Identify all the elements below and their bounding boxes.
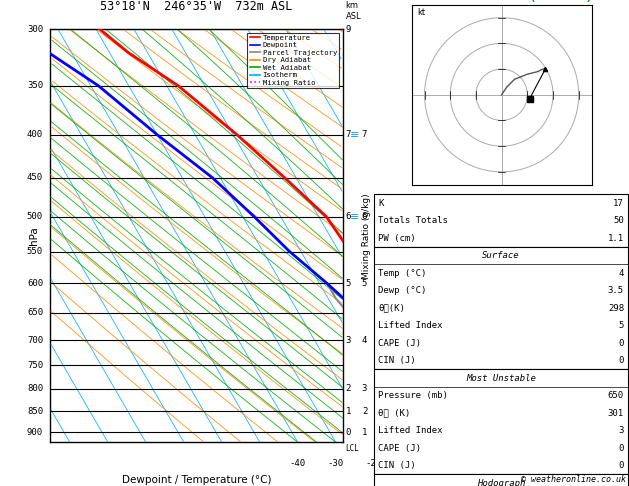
Text: 0: 0 (618, 461, 624, 470)
Text: 650: 650 (608, 391, 624, 400)
Text: 10: 10 (482, 459, 493, 468)
Text: 600: 600 (27, 279, 43, 288)
Text: 53°18'N  246°35'W  732m ASL: 53°18'N 246°35'W 732m ASL (101, 0, 292, 13)
Text: 300: 300 (27, 25, 43, 34)
Text: Mixing Ratio (g/kg): Mixing Ratio (g/kg) (362, 193, 371, 278)
Text: Lifted Index: Lifted Index (378, 321, 443, 330)
Text: 5: 5 (362, 279, 367, 288)
Text: 450: 450 (27, 174, 43, 182)
Text: hPa: hPa (29, 226, 39, 245)
Text: CAPE (J): CAPE (J) (378, 444, 421, 452)
Text: 5: 5 (346, 279, 351, 288)
Text: 9: 9 (346, 25, 351, 34)
Text: 550: 550 (27, 247, 43, 256)
Text: 5: 5 (618, 321, 624, 330)
Text: 3: 3 (618, 426, 624, 435)
Text: 0: 0 (618, 339, 624, 347)
Text: CIN (J): CIN (J) (378, 356, 416, 365)
Text: 6: 6 (362, 212, 367, 221)
Text: 0: 0 (346, 428, 351, 437)
Text: -10: -10 (404, 459, 420, 468)
Text: 0: 0 (618, 356, 624, 365)
Text: 0: 0 (447, 459, 452, 468)
Text: 350: 350 (27, 81, 43, 90)
Text: Lifted Index: Lifted Index (378, 426, 443, 435)
Text: 50: 50 (613, 216, 624, 225)
Text: kt: kt (417, 8, 425, 17)
Text: 1.1: 1.1 (608, 234, 624, 243)
Text: 3.5: 3.5 (608, 286, 624, 295)
Text: 301: 301 (608, 409, 624, 417)
Text: 3: 3 (362, 384, 367, 394)
Text: -40: -40 (290, 459, 306, 468)
Text: 850: 850 (27, 407, 43, 416)
Text: 500: 500 (27, 212, 43, 221)
Text: 6: 6 (346, 212, 351, 221)
Text: Most Unstable: Most Unstable (466, 374, 536, 382)
Text: Dewpoint / Temperature (°C): Dewpoint / Temperature (°C) (122, 475, 271, 486)
Text: 298: 298 (608, 304, 624, 312)
Text: 800: 800 (27, 384, 43, 394)
Text: LCL: LCL (346, 444, 360, 453)
Text: -20: -20 (365, 459, 382, 468)
Text: 650: 650 (27, 308, 43, 317)
Text: Surface: Surface (482, 251, 520, 260)
Text: Hodograph: Hodograph (477, 479, 525, 486)
Text: 30: 30 (559, 459, 569, 468)
Text: ≡: ≡ (350, 211, 359, 222)
Text: ≡: ≡ (350, 130, 359, 139)
Text: 7: 7 (362, 130, 367, 139)
Text: 400: 400 (27, 130, 43, 139)
Text: 1: 1 (346, 407, 351, 416)
Text: 17: 17 (613, 199, 624, 208)
Legend: Temperature, Dewpoint, Parcel Trajectory, Dry Adiabat, Wet Adiabat, Isotherm, Mi: Temperature, Dewpoint, Parcel Trajectory… (247, 33, 339, 88)
Text: K: K (378, 199, 384, 208)
Text: 4: 4 (362, 335, 367, 345)
Text: 3: 3 (346, 335, 351, 345)
Text: 20: 20 (520, 459, 531, 468)
Text: θᴇ (K): θᴇ (K) (378, 409, 410, 417)
Text: 2: 2 (346, 384, 351, 394)
Text: 700: 700 (27, 335, 43, 345)
Text: km
ASL: km ASL (346, 1, 361, 21)
Text: CAPE (J): CAPE (J) (378, 339, 421, 347)
Text: Pressure (mb): Pressure (mb) (378, 391, 448, 400)
Text: 2: 2 (362, 407, 367, 416)
Text: 900: 900 (27, 428, 43, 437)
Text: 750: 750 (27, 361, 43, 370)
Text: θᴇ(K): θᴇ(K) (378, 304, 405, 312)
Text: Totals Totals: Totals Totals (378, 216, 448, 225)
Text: 7: 7 (346, 130, 351, 139)
Text: 28.04.2024  06GMT  (Base: 06): 28.04.2024 06GMT (Base: 06) (411, 0, 593, 2)
Text: PW (cm): PW (cm) (378, 234, 416, 243)
Text: CIN (J): CIN (J) (378, 461, 416, 470)
Text: -30: -30 (328, 459, 344, 468)
Text: Temp (°C): Temp (°C) (378, 269, 426, 278)
Text: 1: 1 (362, 428, 367, 437)
Text: Dewp (°C): Dewp (°C) (378, 286, 426, 295)
Text: 0: 0 (618, 444, 624, 452)
Text: © weatheronline.co.uk: © weatheronline.co.uk (521, 474, 626, 484)
Text: 4: 4 (618, 269, 624, 278)
